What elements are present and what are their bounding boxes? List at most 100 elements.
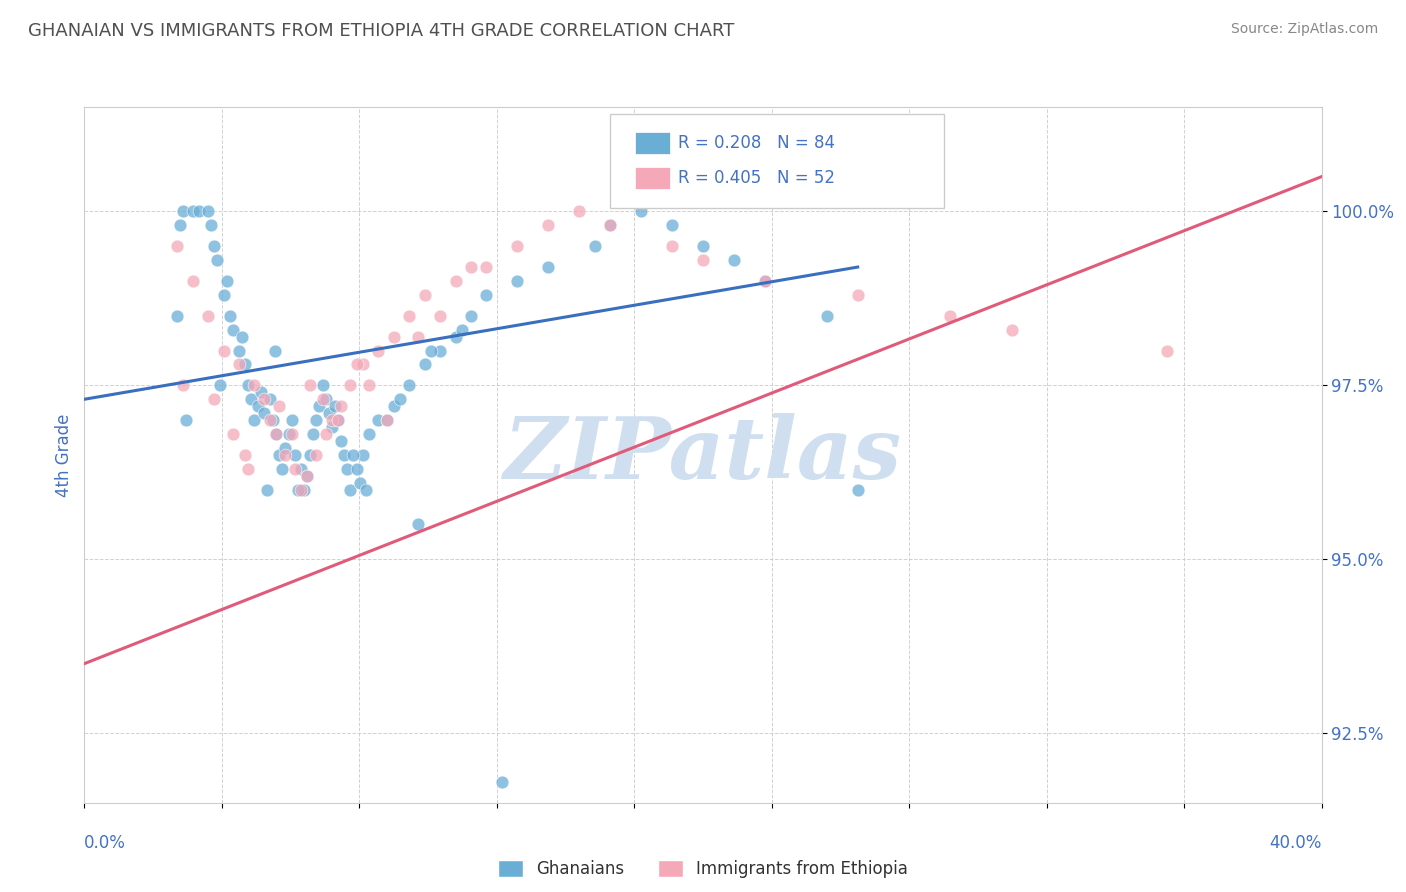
Point [939,309,962,323]
Point [243,413,266,427]
Point [253,392,276,407]
Point [444,274,467,288]
Point [723,253,745,268]
Point [330,399,353,413]
Point [172,204,194,219]
FancyBboxPatch shape [610,114,945,208]
Point [228,358,250,372]
Point [339,483,361,497]
Point [537,219,560,233]
Point [349,475,371,490]
Point [238,378,260,392]
Point [222,323,245,337]
Point [599,219,621,233]
Point [357,427,380,442]
Point [197,309,219,323]
Text: Source: ZipAtlas.com: Source: ZipAtlas.com [1230,22,1378,37]
Point [413,288,436,302]
Point [218,309,240,323]
Point [264,427,287,442]
Point [354,483,377,497]
Point [308,399,330,413]
Point [299,378,322,392]
Point [352,448,374,462]
Point [295,468,318,483]
Point [290,483,312,497]
Point [382,329,405,343]
Point [202,239,225,253]
Point [284,448,307,462]
Point [346,358,368,372]
Point [263,343,285,358]
Point [377,413,399,427]
Point [491,775,513,789]
Point [299,448,322,462]
Point [444,329,467,343]
Point [475,260,498,274]
Point [305,448,328,462]
Point [181,274,204,288]
Point [243,378,266,392]
Text: 0.0%: 0.0% [84,834,127,852]
Point [692,239,714,253]
Point [506,274,529,288]
Point [176,413,198,427]
Point [246,399,269,413]
Point [269,448,291,462]
Y-axis label: 4th Grade: 4th Grade [55,413,73,497]
Point [202,392,225,407]
Point [290,462,312,476]
Point [357,378,380,392]
Point [305,413,328,427]
Point [280,427,302,442]
Point [1001,323,1024,337]
Point [311,392,333,407]
Point [352,358,374,372]
Point [846,288,869,302]
Point [274,448,297,462]
Point [200,219,222,233]
Point [222,427,245,442]
Point [287,483,309,497]
Point [326,413,349,427]
Point [318,406,340,420]
Point [311,378,333,392]
Point [197,204,219,219]
Point [333,448,356,462]
Point [475,288,498,302]
Point [429,309,451,323]
Point [630,204,652,219]
Point [315,392,337,407]
Point [388,392,411,407]
Point [209,378,232,392]
Point [460,260,482,274]
Text: 40.0%: 40.0% [1270,834,1322,852]
Bar [636,167,669,189]
Point [240,392,263,407]
Point [256,483,278,497]
Point [377,413,399,427]
Point [321,420,343,434]
Point [187,204,209,219]
Point [253,406,276,420]
Point [583,239,606,253]
Point [382,399,405,413]
Point [460,309,482,323]
Point [326,413,349,427]
Point [339,378,361,392]
Point [231,329,253,343]
Point [1156,343,1178,358]
Point [284,462,307,476]
Point [661,219,683,233]
Point [346,462,368,476]
Point [233,358,256,372]
Point [292,483,315,497]
Point [367,343,389,358]
Point [321,413,343,427]
Point [233,448,256,462]
Point [367,413,389,427]
Point [599,219,621,233]
Point [166,309,188,323]
Point [249,385,271,400]
Point [661,239,683,253]
